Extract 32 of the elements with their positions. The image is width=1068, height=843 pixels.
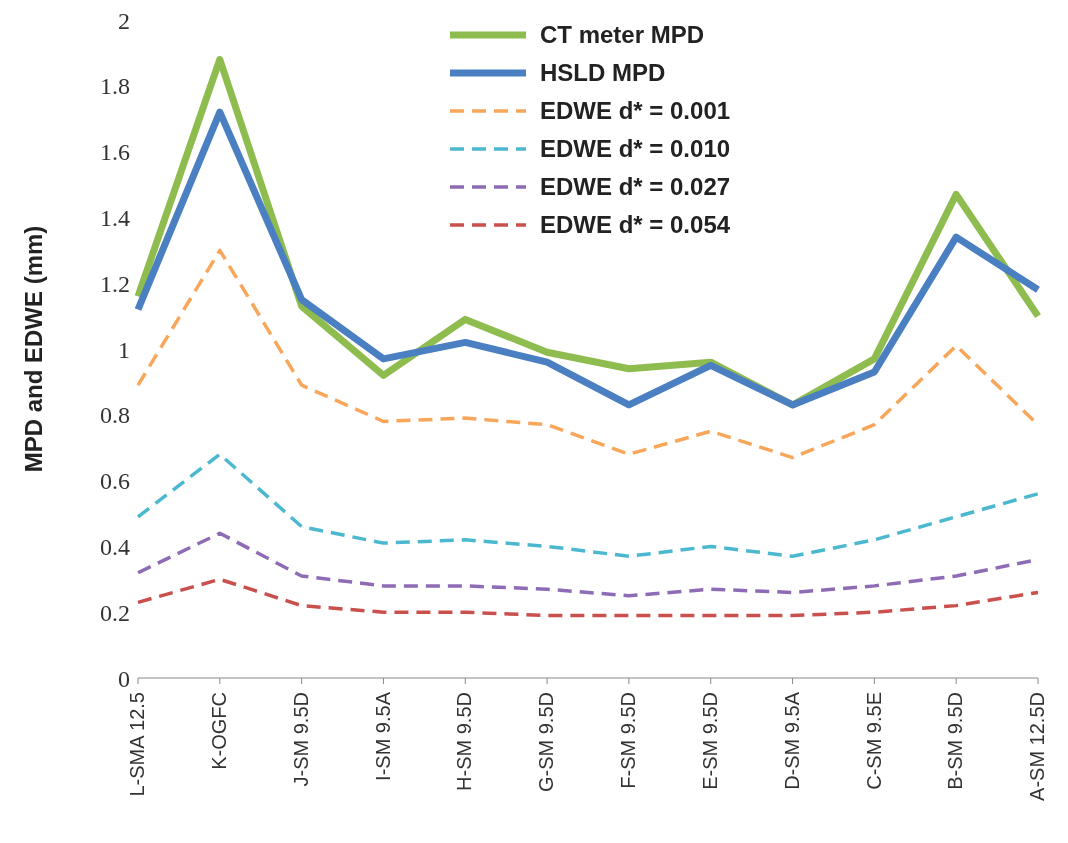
y-tick-label: 2 (118, 7, 130, 34)
legend-label: HSLD MPD (540, 59, 666, 87)
y-tick-label: 0 (118, 665, 130, 692)
y-tick-label: 0.8 (100, 402, 130, 429)
x-tick-label: A-SM 12.5D (1026, 692, 1049, 801)
y-tick-label: 0.4 (100, 533, 130, 560)
x-tick-label: J-SM 9.5D (289, 692, 312, 787)
line-series (136, 577, 1040, 618)
y-tick-label: 1.8 (100, 73, 130, 100)
x-tick-label: I-SM 9.5A (371, 691, 394, 781)
x-tick-label: H-SM 9.5D (453, 692, 476, 791)
x-tick-label: K-OGFC (208, 692, 231, 770)
legend-label: EDWE d* = 0.001 (540, 97, 731, 125)
x-tick-label: F-SM 9.5D (617, 692, 640, 789)
x-tick-label: E-SM 9.5D (698, 692, 721, 790)
y-tick-label: 1 (118, 336, 130, 363)
y-tick-label: 0.6 (100, 468, 130, 495)
x-tick-label: G-SM 9.5D (535, 692, 558, 793)
x-tick-label: B-SM 9.5D (944, 692, 967, 790)
legend-label: CT meter MPD (540, 21, 705, 49)
legend-label: EDWE d* = 0.027 (540, 173, 731, 201)
line-series (136, 452, 1040, 559)
y-tick-label: 0.2 (100, 599, 130, 626)
y-tick-label: 1.6 (100, 139, 130, 166)
x-tick-label: D-SM 9.5A (780, 691, 803, 790)
y-tick-label: 1.2 (100, 270, 130, 297)
y-axis-title: MPD and EDWE (mm) (19, 225, 47, 473)
x-tick-label: C-SM 9.5E (862, 692, 885, 790)
y-tick-label: 1.4 (100, 204, 130, 231)
legend-label: EDWE d* = 0.054 (540, 211, 731, 239)
legend-label: EDWE d* = 0.010 (540, 135, 731, 163)
x-tick-label: L-SMA 12.5 (126, 692, 149, 797)
